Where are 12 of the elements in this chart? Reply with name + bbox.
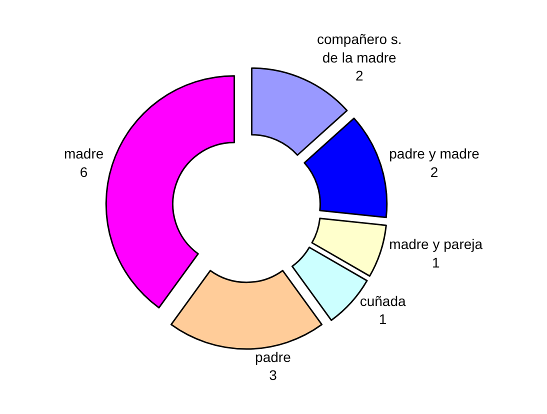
slice-label: madre y pareja [389, 236, 483, 252]
data-label: 1 [378, 311, 387, 328]
data-label: 1 [432, 254, 440, 270]
slice-label: cuñada [360, 292, 406, 309]
data-label: 3 [269, 367, 278, 384]
slice-label: madre [64, 146, 104, 162]
data-label: 6 [80, 164, 88, 180]
data-label: 2 [430, 164, 438, 180]
slice-label: compañero s. de la madre [316, 31, 402, 66]
slice-label: padre y madre [389, 146, 480, 162]
data-label: 2 [355, 68, 364, 84]
slice-label: padre [255, 349, 292, 365]
